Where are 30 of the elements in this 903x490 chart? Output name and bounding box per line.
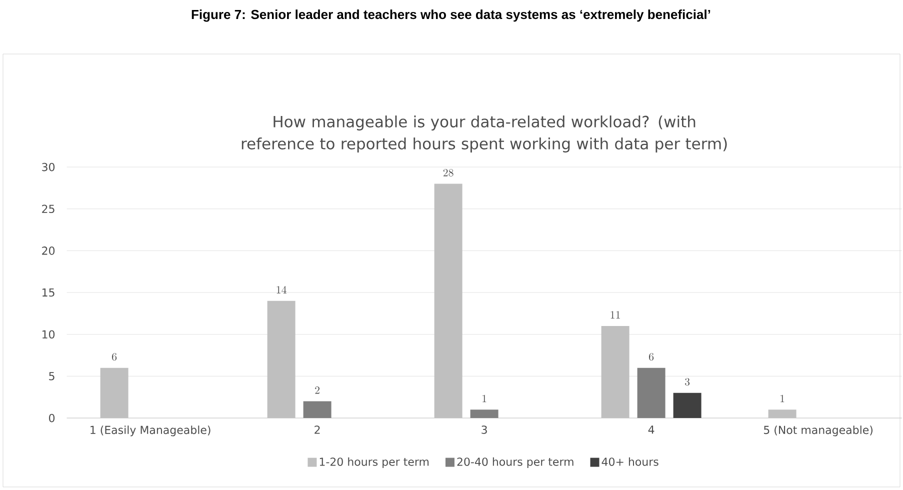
y-tick-label: 10 <box>42 330 55 339</box>
legend-label: 1-20 hours per term <box>320 457 429 468</box>
y-tick-label: 0 <box>49 414 55 422</box>
legend-label: 40+ hours <box>602 457 658 466</box>
x-tick-label: 1 (Easily Manageable) <box>90 426 210 436</box>
x-tick-label: 5 (Not manageable) <box>764 426 872 436</box>
y-tick-label: 25 <box>42 204 54 214</box>
data-label: 11 <box>610 311 620 318</box>
bar <box>637 368 666 418</box>
data-label: 6 <box>112 353 117 361</box>
x-tick-label: 3 <box>482 426 487 434</box>
data-label: 6 <box>649 353 654 361</box>
y-tick-label: 15 <box>42 288 54 297</box>
legend-label: 20-40 hours per term <box>457 457 574 468</box>
x-tick-label: 2 <box>314 426 320 434</box>
y-tick-label: 5 <box>49 372 54 380</box>
bar <box>673 392 702 418</box>
data-label: 2 <box>315 386 320 394</box>
data-label: 1 <box>780 394 784 402</box>
x-tick-label: 4 <box>648 426 654 434</box>
chart-title: How manageable is your data-related workload? (with reference to reported hours spent working with data per term) <box>242 115 727 152</box>
data-label: 3 <box>685 378 690 386</box>
data-label: 14 <box>276 286 286 294</box>
data-label: 28 <box>443 168 454 176</box>
y-tick-label: 20 <box>42 246 55 255</box>
y-tick-label: 30 <box>42 162 55 172</box>
bar <box>470 410 498 418</box>
caption: Figure 7: Senior leader and teachers who see data systems as ‘extremely beneficial’ <box>192 10 710 22</box>
data-label: 1 <box>482 394 486 402</box>
bar <box>303 401 332 418</box>
